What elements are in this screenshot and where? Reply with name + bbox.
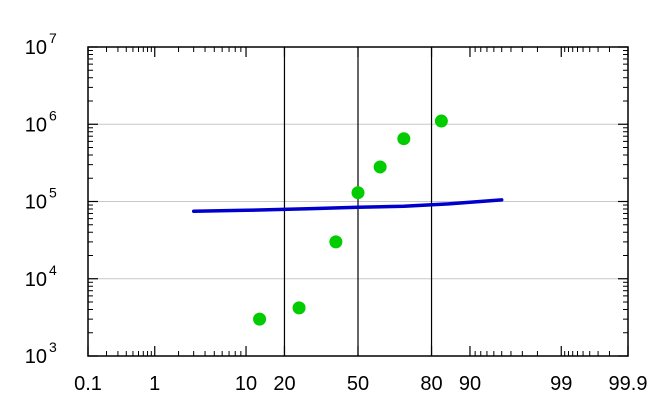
data-point [292,301,306,315]
x-tick-label: 20 [273,373,295,395]
x-tick-label: 0.1 [74,373,102,395]
x-tick-label: 90 [459,373,481,395]
data-point [373,160,387,174]
series-line [191,198,504,213]
x-tick-label: 80 [420,373,442,395]
y-tick-label: 10 4 [25,262,57,291]
data-point [253,312,267,326]
x-tick-labels: 0.1 1 10 20 50 80 90 99 99.9 [74,373,647,395]
plot-frame [87,46,629,357]
reference-lines [283,47,433,356]
y-tick-base: 10 [25,346,47,368]
x-tick-label: 99.9 [609,373,648,395]
y-tick-label: 10 3 [25,339,57,368]
data-point [351,186,365,200]
x-tick-label: 1 [149,373,160,395]
y-tick-label: 10 7 [25,30,57,59]
data-point [329,235,343,249]
data-point [434,114,448,128]
series-layer [191,114,504,326]
y-tick-label: 10 5 [25,185,57,214]
x-tick-label: 10 [235,373,257,395]
y-tick-base: 10 [25,114,47,136]
y-tick-exponent: 7 [49,30,57,46]
y-tick-exponent: 5 [49,185,57,201]
x-tick-label: 99 [550,373,572,395]
y-tick-exponent: 3 [49,339,57,355]
y-tick-label: 10 6 [25,107,57,136]
y-tick-base: 10 [25,37,47,59]
y-tick-exponent: 6 [49,107,57,123]
y-tick-base: 10 [25,192,47,214]
data-point [397,132,411,146]
y-tick-base: 10 [25,269,47,291]
x-tick-label: 50 [347,373,369,395]
y-tick-exponent: 4 [49,262,57,278]
